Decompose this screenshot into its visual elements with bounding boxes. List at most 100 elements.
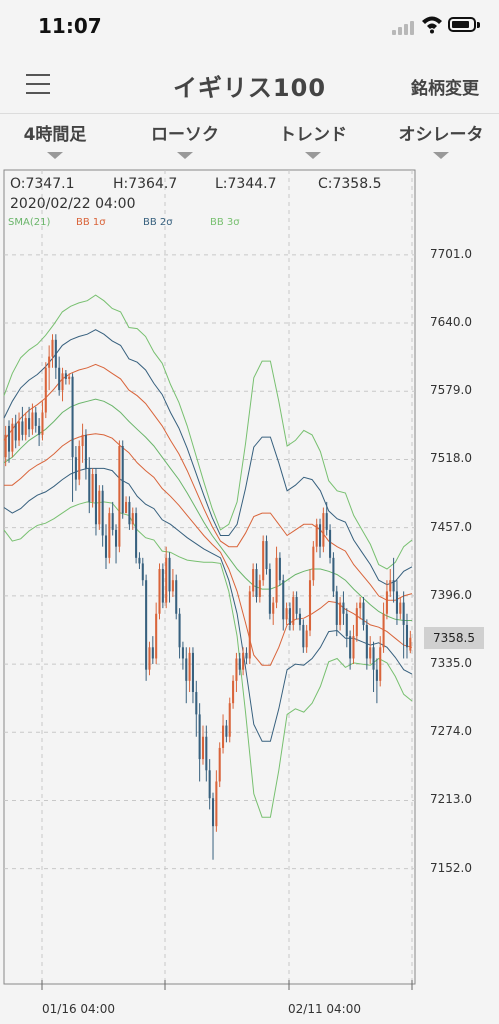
candle-body [218, 747, 221, 782]
candle-body [125, 501, 128, 514]
candle-body [362, 602, 365, 625]
oscillator-label: オシレータ [398, 125, 484, 145]
candle-body [104, 535, 108, 558]
candle-body [141, 563, 144, 581]
candle-body [392, 580, 395, 592]
app-header: イギリス100 銘柄変更 [0, 50, 499, 114]
candle-body [64, 373, 67, 379]
y-tick-label: 7213.0 [430, 792, 472, 807]
candle-body [255, 569, 258, 597]
candle-body [339, 602, 342, 625]
candle-body [285, 608, 288, 620]
chart-type-label: ローソク [151, 125, 219, 145]
legend-sma: SMA(21) [8, 217, 51, 228]
candle-body [165, 557, 168, 603]
band-line [4, 433, 413, 666]
y-tick-label: 7579.0 [430, 383, 472, 398]
band-line [3, 467, 413, 742]
candle-body [44, 367, 47, 413]
grid-lines [4, 170, 415, 984]
candle-body [272, 602, 275, 614]
candle-body [128, 501, 131, 525]
candle-body [114, 529, 118, 547]
candle-body [98, 490, 101, 525]
candle-body [312, 546, 315, 581]
candle-body [31, 412, 34, 430]
candle-body [54, 339, 57, 368]
candle-body [302, 624, 305, 648]
trend-dropdown[interactable]: トレンド [258, 120, 368, 159]
candle-body [7, 425, 11, 452]
battery-icon [448, 17, 476, 32]
candle-body [195, 692, 198, 715]
chevron-down-icon [305, 152, 321, 159]
candle-body [308, 580, 312, 631]
candle-body [138, 557, 141, 564]
candle-body [332, 557, 335, 592]
candle-body [14, 423, 17, 441]
candle-body [372, 647, 375, 670]
candle-body [168, 557, 171, 592]
candle-body [4, 434, 7, 458]
y-tick-label: 7457.0 [430, 519, 472, 534]
candle-body [78, 446, 81, 480]
y-tick-label: 7640.0 [430, 315, 472, 330]
candle-body [395, 591, 398, 614]
candle-body [178, 613, 181, 648]
candle-body [295, 596, 298, 614]
candle-body [275, 557, 278, 603]
change-symbol-button[interactable]: 銘柄変更 [411, 79, 479, 99]
candlestick-chart[interactable] [0, 168, 499, 1024]
wifi-icon [422, 16, 442, 34]
candle-body [171, 580, 174, 592]
status-time: 11:07 [38, 14, 102, 38]
chevron-down-icon [47, 152, 63, 159]
chevron-down-icon [433, 152, 449, 159]
candle-body [318, 524, 322, 547]
candle-body [94, 473, 98, 525]
candle-body [88, 468, 91, 502]
trend-label: トレンド [279, 125, 347, 145]
band-line [3, 501, 413, 818]
candle-body [385, 591, 388, 614]
hamburger-menu-icon[interactable] [26, 74, 50, 94]
oscillator-dropdown[interactable]: オシレータ [386, 120, 496, 159]
candle-body [355, 608, 358, 637]
candle-body [379, 647, 382, 681]
y-tick-label: 7335.0 [430, 656, 472, 671]
chart-settings-tabs: 4時間足 ローソク トレンド オシレータ [0, 114, 499, 168]
candle-body [51, 339, 54, 357]
timeframe-dropdown[interactable]: 4時間足 [0, 120, 110, 159]
candle-body [282, 580, 285, 620]
candle-body [335, 591, 338, 625]
candle-body [329, 529, 332, 558]
candle-body [91, 473, 94, 502]
candle-body [349, 636, 352, 659]
chart-type-dropdown[interactable]: ローソク [130, 120, 240, 159]
candle-body [38, 425, 41, 435]
candle-body [409, 637, 412, 651]
candle-body [235, 658, 238, 681]
timeframe-label: 4時間足 [23, 125, 87, 145]
ohlc-low: L:7344.7 [215, 176, 277, 192]
candle-body [305, 630, 308, 648]
candle-body [185, 658, 188, 681]
status-bar: 11:07 [0, 0, 499, 50]
candle-body [111, 513, 114, 530]
price-chart[interactable]: O:7347.1 H:7364.7 L:7344.7 C:7358.5 2020… [0, 168, 499, 1024]
candle-body [352, 636, 355, 659]
candles [4, 334, 412, 860]
legend-bb3: BB 3σ [210, 217, 240, 228]
candle-body [242, 652, 245, 670]
candle-body [325, 513, 328, 530]
candle-body [175, 580, 178, 614]
candle-body [232, 680, 235, 704]
candle-body [121, 446, 124, 514]
candle-body [345, 613, 348, 637]
ohlc-close: C:7358.5 [318, 176, 382, 192]
axis-ticks [41, 980, 413, 990]
candle-body [288, 608, 291, 625]
candle-body [101, 490, 104, 536]
candle-body [181, 647, 184, 659]
candle-body [375, 669, 378, 681]
